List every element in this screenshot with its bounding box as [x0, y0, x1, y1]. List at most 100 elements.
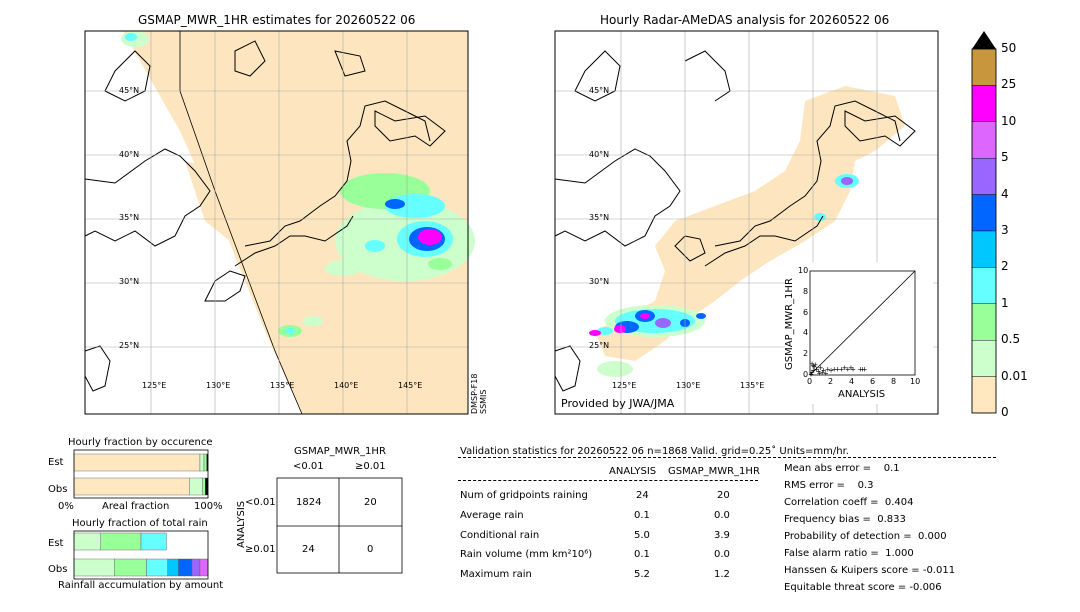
scatter-point: + — [813, 365, 819, 373]
score-line: Equitable threat score = -0.006 — [784, 582, 942, 593]
scatter-point: + — [817, 369, 823, 377]
left-map — [84, 30, 475, 415]
left-map-coastline — [84, 148, 211, 247]
contingency-col-0: <0.01 — [293, 461, 324, 472]
scatter-ylabel: GSMAP_MWR_1HR — [784, 278, 795, 370]
fraction-bar-segment — [199, 453, 205, 472]
colorbar-segment — [971, 194, 997, 232]
lat-label: 35°N — [119, 213, 140, 222]
colorbar-segment — [971, 376, 997, 414]
validation-col-gsmap: GSMAP_MWR_1HR — [668, 466, 760, 477]
lon-label: 140°E — [334, 381, 359, 390]
validation-row-b: 0.0 — [714, 510, 730, 521]
validation-header: Validation statistics for 20260522 06 n=… — [460, 446, 849, 457]
scatter-ytick: 0 — [803, 370, 809, 379]
colorbar-segment — [971, 267, 997, 304]
fraction-bar-segment — [189, 477, 203, 496]
scatter-xtick: 6 — [870, 377, 876, 386]
scatter-point: + — [809, 360, 815, 368]
validation-row-b: 3.9 — [714, 530, 730, 541]
colorbar-segment — [971, 48, 997, 86]
colorbar-label: 10 — [1001, 113, 1017, 128]
scatter-point: + — [825, 365, 831, 373]
scatter-ytick: 6 — [803, 307, 809, 317]
contingency-cell: 1824 — [296, 497, 322, 508]
fraction-bar-segment — [191, 558, 201, 577]
colorbar-segment — [971, 85, 997, 123]
lat-label: 30°N — [589, 277, 610, 286]
colorbar-label: 0.01 — [1001, 368, 1028, 383]
contingency-cell: 0 — [367, 544, 374, 555]
colorbar — [971, 31, 997, 414]
scatter-point: + — [809, 368, 815, 376]
lon-label: 130°E — [676, 381, 701, 390]
fraction-bar-segment — [114, 558, 147, 577]
colorbar-label: 0.5 — [1001, 332, 1021, 347]
validation-row-b: 0.0 — [714, 549, 730, 560]
contingency-grid — [276, 477, 403, 574]
contingency-col-1: ≥0.01 — [355, 461, 386, 472]
lat-label: 45°N — [589, 86, 610, 95]
colorbar-label: 3 — [1001, 223, 1009, 237]
lat-label: 40°N — [119, 150, 140, 159]
scatter-ytick: 2 — [803, 349, 809, 359]
validation-row-a: 0.1 — [634, 549, 650, 560]
scatter-point: + — [808, 370, 814, 378]
occ-cat-est: Est — [48, 457, 64, 468]
validation-row-b: 1.2 — [714, 569, 730, 580]
lon-label: 125°E — [142, 381, 167, 390]
score-line: Correlation coeff = 0.404 — [784, 497, 914, 508]
scatter-point: + — [834, 365, 840, 373]
contingency-row-1: ≥0.01 — [245, 544, 276, 555]
scatter-xlabel: ANALYSIS — [838, 389, 886, 400]
lon-label: 135°E — [740, 381, 765, 390]
validation-row-label: Num of gridpoints raining — [460, 490, 588, 501]
lat-label: 35°N — [589, 213, 610, 222]
scatter-point: + — [842, 364, 848, 372]
validation-row-label: Conditional rain — [460, 530, 540, 541]
contingency-cell: 24 — [302, 544, 315, 555]
lat-label: 30°N — [119, 277, 140, 286]
rain-fraction-title: Hourly fraction of total rain — [72, 518, 208, 529]
colorbar-label: 0 — [1001, 405, 1009, 419]
lon-label: 145°E — [398, 381, 423, 390]
rain-xlabel: Rainfall accumulation by amount — [58, 580, 224, 591]
validation-row-a: 5.2 — [634, 569, 650, 580]
validation-divider — [458, 457, 996, 458]
score-line: RMS error = 0.3 — [784, 480, 874, 491]
contingency-cell: 20 — [364, 497, 377, 508]
right-map-coastline — [554, 148, 681, 247]
occ-xtick-1: 100% — [194, 501, 223, 512]
validation-row-b: 20 — [717, 490, 730, 501]
fraction-bar-segment — [73, 477, 190, 496]
score-line: Frequency bias = 0.833 — [784, 514, 906, 525]
scatter-point: + — [828, 366, 834, 374]
colorbar-segment — [971, 157, 997, 195]
left-map-title: GSMAP_MWR_1HR estimates for 20260522 06 — [138, 13, 416, 27]
colorbar-arrow — [972, 31, 996, 49]
rain-max-left — [418, 229, 442, 245]
colorbar-label: 25 — [1001, 77, 1017, 92]
colorbar-label: 1 — [1001, 295, 1009, 310]
right-map-title: Hourly Radar-AMeDAS analysis for 2026052… — [600, 13, 890, 27]
lat-label: 45°N — [119, 86, 140, 95]
scatter-point: + — [839, 365, 845, 373]
scatter-ytick: 4 — [803, 328, 809, 338]
credit-label: Provided by JWA/JMA — [561, 397, 675, 410]
scatter-point: + — [818, 364, 824, 372]
scatter-ytick: 8 — [803, 286, 809, 296]
sensor-label: DMSP-F18 SSMIS — [470, 373, 488, 414]
scatter-point: + — [860, 365, 866, 373]
scatter-point: + — [862, 365, 868, 373]
scatter-plot: +++++++++++++++++++++++ +++ — [808, 270, 916, 378]
scatter-point: + — [810, 366, 816, 374]
right-map — [554, 30, 939, 415]
scatter-point: + — [831, 365, 837, 373]
validation-row-a: 5.0 — [634, 530, 650, 541]
score-line: False alarm ratio = 1.000 — [784, 548, 914, 559]
occurrence-chart — [73, 449, 209, 499]
contingency-title: GSMAP_MWR_1HR — [294, 446, 386, 457]
scatter-point: + — [820, 368, 826, 376]
validation-row-a: 24 — [636, 490, 649, 501]
scatter-point: + — [857, 365, 863, 373]
